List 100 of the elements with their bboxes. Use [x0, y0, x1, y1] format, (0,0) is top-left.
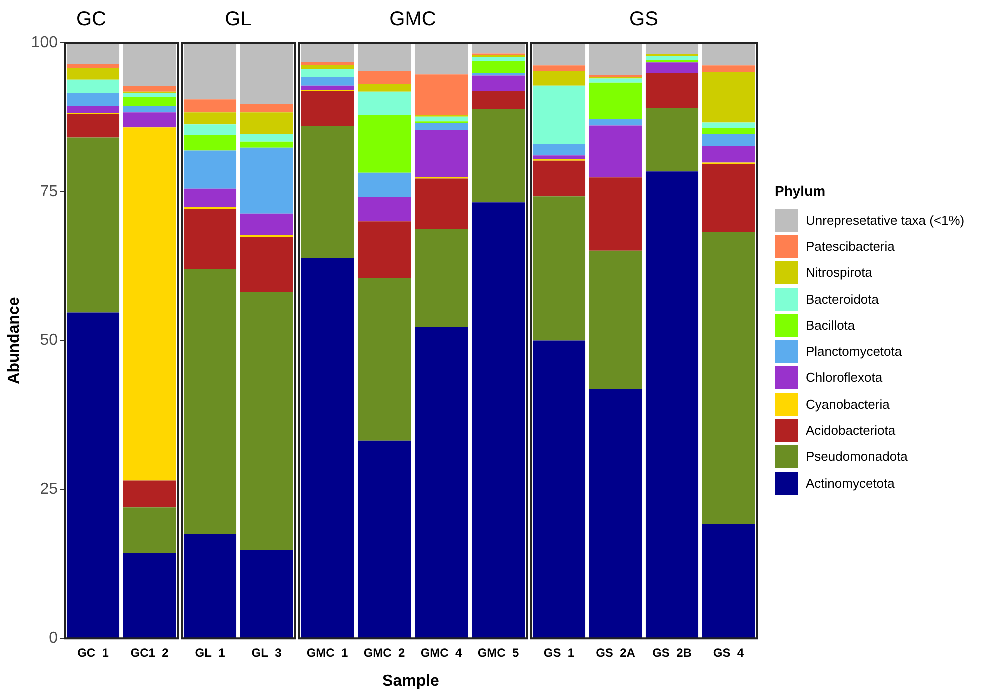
legend-label: Planctomycetota — [806, 344, 902, 360]
bar — [300, 69, 354, 77]
x-tick-label: GMC_5 — [478, 646, 520, 660]
bar — [414, 327, 468, 639]
y-tick-label: 25 — [40, 481, 58, 498]
x-axis-title: Sample — [382, 673, 440, 691]
bar — [300, 43, 354, 62]
legend-label: Nitrospirota — [806, 265, 872, 280]
bar — [358, 115, 412, 173]
bar — [240, 148, 294, 214]
bar — [358, 222, 412, 278]
bar — [240, 214, 294, 236]
bar — [66, 80, 120, 94]
bar — [240, 134, 294, 142]
bar — [123, 508, 176, 554]
bar — [358, 440, 412, 639]
bar — [414, 178, 468, 230]
bar — [184, 188, 237, 208]
bar — [532, 66, 586, 71]
bar — [184, 43, 237, 100]
bar — [300, 65, 354, 70]
y-tick-label: 75 — [40, 183, 58, 200]
x-tick-label: GC_1 — [78, 646, 110, 660]
bar — [414, 229, 468, 328]
bar — [123, 480, 176, 508]
bar — [300, 91, 354, 126]
x-tick-label: GMC_2 — [364, 646, 406, 660]
y-tick-label: 100 — [31, 34, 58, 52]
bar — [472, 76, 526, 92]
bar — [358, 197, 412, 222]
legend-label: Bacteroidota — [806, 292, 879, 307]
x-tick-label: GS_1 — [544, 646, 575, 660]
bar — [646, 43, 699, 54]
bar — [414, 43, 468, 75]
bar — [532, 196, 586, 341]
bar — [702, 72, 756, 123]
bar — [184, 150, 237, 189]
bar — [472, 61, 526, 74]
bar — [589, 82, 642, 120]
bar — [66, 106, 120, 114]
bar — [300, 76, 354, 86]
chart-title: GL — [225, 8, 252, 31]
bar — [646, 108, 699, 172]
bar — [300, 86, 354, 90]
bar — [532, 160, 586, 197]
bar — [184, 135, 237, 151]
bar — [240, 43, 294, 104]
x-tick-label: GMC_4 — [420, 646, 462, 660]
x-tick-label: GL_3 — [252, 646, 282, 660]
x-tick-label: GC1_2 — [130, 646, 170, 660]
bar — [66, 93, 120, 106]
x-tick-label: GS_4 — [713, 646, 744, 660]
bar — [240, 292, 294, 550]
bar — [414, 123, 468, 130]
bar — [123, 128, 176, 481]
bar — [589, 78, 642, 83]
bar — [358, 92, 412, 116]
bar — [702, 232, 756, 524]
x-tick-label: GL_1 — [195, 646, 226, 660]
bar — [589, 43, 642, 76]
bar — [66, 64, 120, 68]
bar — [589, 389, 642, 639]
bar — [414, 74, 468, 116]
chart-title: GC — [76, 8, 106, 31]
bar — [123, 93, 176, 98]
legend-label: Chloroflexota — [806, 370, 883, 386]
bar — [358, 84, 412, 92]
bar — [358, 43, 412, 71]
bar — [702, 66, 756, 72]
bar — [532, 156, 586, 160]
bar — [240, 550, 294, 639]
bar — [240, 104, 294, 113]
bar — [123, 106, 176, 113]
y-tick-label: 50 — [40, 332, 58, 350]
x-tick-label: GMC_1 — [306, 646, 348, 660]
legend-label: Actinomycetota — [806, 476, 895, 491]
bar — [184, 112, 237, 125]
bar — [300, 62, 354, 66]
bar — [240, 112, 294, 134]
bar — [589, 126, 642, 178]
legend-label: Bacillota — [806, 318, 856, 333]
bar — [300, 126, 354, 258]
legend-title: Phylum — [775, 183, 827, 199]
bar — [589, 178, 642, 251]
bar — [532, 340, 586, 639]
bar — [472, 91, 526, 110]
bar — [532, 70, 586, 86]
bar — [646, 172, 699, 639]
bar — [66, 114, 120, 138]
bar — [358, 172, 412, 198]
x-tick-label: GS_2B — [652, 646, 692, 660]
bar — [589, 119, 642, 126]
legend-label: Pseudomonadota — [806, 449, 908, 464]
bar — [184, 100, 237, 113]
chart-title: GMC — [390, 8, 436, 31]
bar — [240, 237, 294, 293]
chart-title: GS — [630, 8, 658, 31]
bar — [532, 43, 586, 66]
bar — [702, 128, 756, 134]
x-tick-label: GS_2A — [596, 646, 636, 660]
